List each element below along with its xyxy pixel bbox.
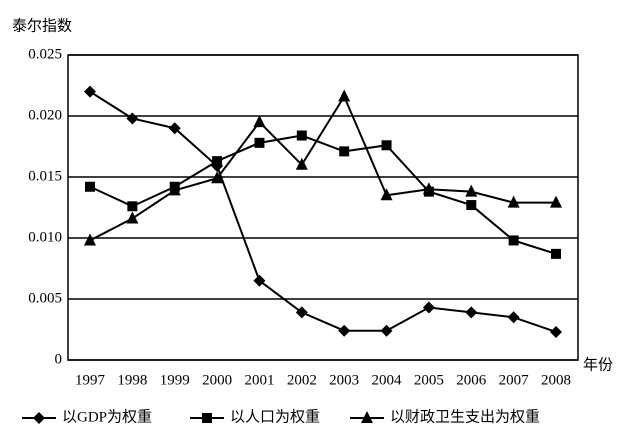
data-point (296, 130, 307, 141)
plot-frame (67, 54, 579, 361)
data-point (422, 182, 435, 195)
data-point (338, 324, 351, 337)
y-axis-label: 泰尔指数 (12, 17, 72, 34)
data-point (422, 301, 435, 314)
x-tick-label: 2003 (329, 372, 359, 388)
x-tick-label: 2006 (456, 372, 487, 388)
y-tick-label: 0.010 (28, 229, 62, 245)
data-point (211, 171, 224, 184)
data-point (295, 306, 308, 319)
legend-label: 以人口为权重 (230, 408, 320, 425)
data-point (212, 156, 223, 167)
data-point (466, 200, 477, 211)
data-point (127, 201, 138, 212)
y-tick-label: 0.005 (28, 290, 62, 306)
y-tick-label: 0.025 (28, 46, 62, 62)
series-line (89, 134, 557, 255)
data-point (381, 140, 392, 151)
data-point (84, 233, 96, 246)
data-point (253, 115, 266, 128)
legend-marker (33, 412, 45, 424)
data-point (338, 89, 351, 102)
data-point (126, 211, 139, 224)
data-point (85, 181, 95, 192)
data-point (507, 311, 520, 324)
x-tick-label: 1998 (117, 372, 147, 388)
legend-marker (202, 413, 212, 423)
data-point (295, 157, 308, 170)
y-tick-label: 0.020 (28, 107, 62, 123)
data-point (508, 235, 519, 246)
series-line (89, 90, 557, 333)
y-tick-label: 0.015 (28, 168, 62, 184)
x-tick-label: 2001 (244, 372, 274, 388)
data-point (126, 112, 139, 125)
data-point (465, 306, 478, 319)
data-point (550, 195, 562, 208)
x-tick-label: 2008 (541, 372, 571, 388)
data-point (339, 146, 350, 157)
legend-label: 以财政卫生支出为权重 (390, 408, 540, 425)
data-point (168, 183, 181, 196)
data-point (550, 325, 562, 338)
data-point (380, 324, 393, 337)
data-point (254, 137, 265, 148)
data-point (507, 195, 520, 208)
data-point (380, 188, 393, 201)
x-tick-label: 2007 (499, 372, 530, 388)
data-point (84, 85, 96, 98)
x-tick-label: 2005 (414, 372, 444, 388)
x-tick-label: 1997 (75, 372, 106, 388)
legend-marker (361, 411, 373, 423)
data-point (465, 184, 478, 197)
series-line (89, 94, 556, 242)
x-tick-label: 2004 (372, 372, 403, 388)
x-axis-label: 年份 (583, 356, 613, 373)
x-tick-label: 2000 (202, 372, 232, 388)
data-point (551, 248, 561, 259)
legend-label: 以GDP为权重 (62, 408, 152, 425)
x-tick-label: 2002 (287, 372, 317, 388)
data-point (253, 274, 266, 287)
x-tick-label: 1999 (160, 372, 190, 388)
y-tick-label: 0 (55, 351, 63, 367)
data-point (168, 122, 181, 135)
